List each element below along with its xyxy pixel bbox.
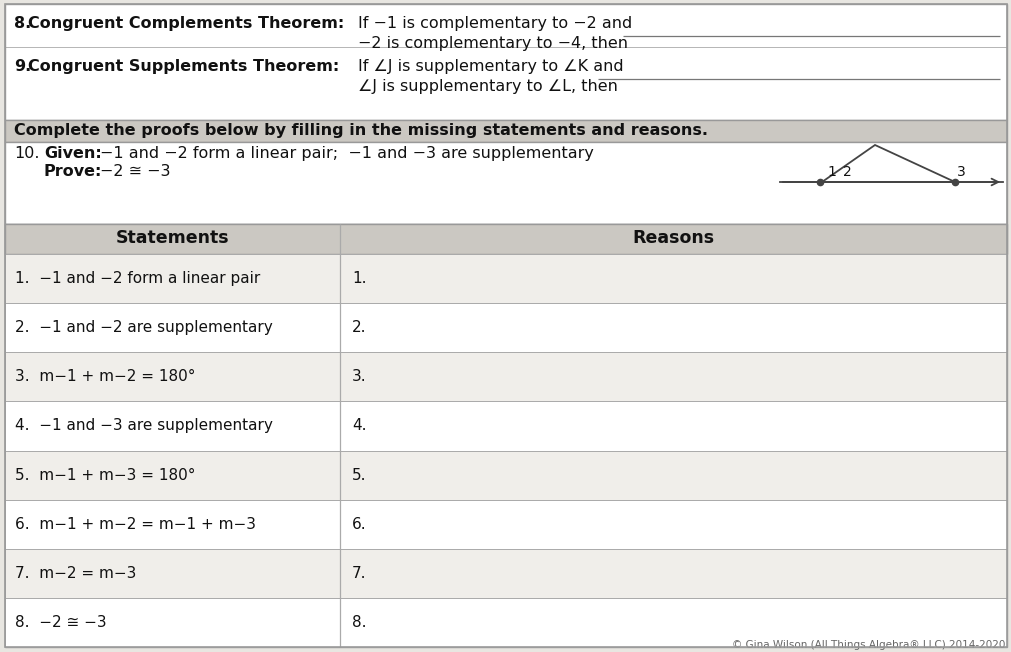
Text: Reasons: Reasons bbox=[632, 229, 714, 247]
Text: Congruent Supplements Theorem:: Congruent Supplements Theorem: bbox=[28, 59, 339, 74]
Bar bbox=[5, 224, 1006, 254]
Text: Given:: Given: bbox=[43, 146, 102, 161]
Text: Complete the proofs below by filling in the missing statements and reasons.: Complete the proofs below by filling in … bbox=[14, 123, 708, 138]
Text: 10.: 10. bbox=[14, 146, 39, 161]
Text: 7.: 7. bbox=[352, 566, 366, 581]
Text: 5.  m−1 + m−3 = 180°: 5. m−1 + m−3 = 180° bbox=[15, 467, 195, 482]
Text: © Gina Wilson (All Things Algebra® LLC) 2014-2020: © Gina Wilson (All Things Algebra® LLC) … bbox=[731, 640, 1004, 650]
Bar bbox=[5, 451, 1006, 499]
Bar bbox=[5, 224, 1006, 647]
Text: 8.: 8. bbox=[14, 16, 31, 31]
Text: If ∠J is supplementary to ∠K and: If ∠J is supplementary to ∠K and bbox=[358, 59, 623, 74]
Text: 7.  m−2 = m−3: 7. m−2 = m−3 bbox=[15, 566, 136, 581]
Bar bbox=[5, 549, 1006, 598]
Text: 1.: 1. bbox=[352, 271, 366, 286]
Bar bbox=[5, 4, 1006, 120]
Text: 3.: 3. bbox=[352, 369, 366, 384]
Text: 8.  −2 ≅ −3: 8. −2 ≅ −3 bbox=[15, 615, 106, 630]
Bar bbox=[5, 254, 1006, 303]
Text: 4.: 4. bbox=[352, 419, 366, 434]
Text: Congruent Complements Theorem:: Congruent Complements Theorem: bbox=[28, 16, 344, 31]
Bar bbox=[5, 120, 1006, 142]
Text: Statements: Statements bbox=[115, 229, 229, 247]
Text: 3: 3 bbox=[955, 165, 964, 179]
Text: 1: 1 bbox=[827, 165, 836, 179]
Text: 2.: 2. bbox=[352, 320, 366, 335]
Bar bbox=[5, 402, 1006, 451]
Text: 3.  m−1 + m−2 = 180°: 3. m−1 + m−2 = 180° bbox=[15, 369, 195, 384]
Bar bbox=[5, 598, 1006, 647]
Text: −1 and −2 form a linear pair;  −1 and −3 are supplementary: −1 and −2 form a linear pair; −1 and −3 … bbox=[100, 146, 593, 161]
Text: −2 ≅ −3: −2 ≅ −3 bbox=[100, 164, 170, 179]
Text: 2: 2 bbox=[842, 165, 850, 179]
Text: If −1 is complementary to −2 and: If −1 is complementary to −2 and bbox=[358, 16, 632, 31]
Text: −2 is complementary to −4, then: −2 is complementary to −4, then bbox=[358, 36, 628, 51]
Text: Prove:: Prove: bbox=[43, 164, 102, 179]
Text: 4.  −1 and −3 are supplementary: 4. −1 and −3 are supplementary bbox=[15, 419, 273, 434]
Bar bbox=[5, 352, 1006, 402]
Bar bbox=[5, 499, 1006, 549]
Text: 6.: 6. bbox=[352, 516, 366, 531]
Bar bbox=[5, 303, 1006, 352]
Text: ∠J is supplementary to ∠L, then: ∠J is supplementary to ∠L, then bbox=[358, 79, 618, 94]
Text: 5.: 5. bbox=[352, 467, 366, 482]
Text: 1.  −1 and −2 form a linear pair: 1. −1 and −2 form a linear pair bbox=[15, 271, 260, 286]
Bar bbox=[5, 142, 1006, 224]
Text: 9.: 9. bbox=[14, 59, 31, 74]
Text: 2.  −1 and −2 are supplementary: 2. −1 and −2 are supplementary bbox=[15, 320, 273, 335]
Text: 8.: 8. bbox=[352, 615, 366, 630]
Text: 6.  m−1 + m−2 = m−1 + m−3: 6. m−1 + m−2 = m−1 + m−3 bbox=[15, 516, 256, 531]
